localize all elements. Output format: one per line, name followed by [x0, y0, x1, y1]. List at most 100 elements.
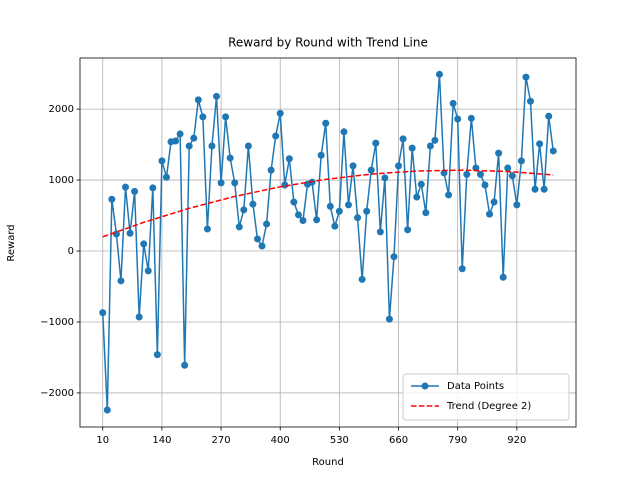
data-point: [181, 361, 189, 369]
y-tick-label: 0: [68, 246, 74, 257]
data-point: [122, 183, 130, 191]
data-point: [367, 166, 375, 174]
data-point: [499, 273, 507, 281]
x-tick-label: 790: [448, 435, 467, 446]
y-tick-label: −2000: [40, 388, 74, 399]
data-point: [213, 92, 221, 100]
data-point: [426, 142, 434, 150]
data-point: [235, 223, 243, 231]
data-point: [263, 220, 271, 228]
legend-label: Data Points: [447, 381, 504, 392]
data-point: [244, 142, 252, 150]
data-point: [108, 195, 116, 203]
x-tick-label: 920: [507, 435, 526, 446]
data-point: [117, 277, 125, 285]
data-point: [317, 151, 325, 159]
data-point: [144, 267, 152, 275]
data-point: [481, 181, 489, 189]
legend-label: Trend (Degree 2): [446, 401, 531, 412]
data-point: [199, 113, 207, 121]
x-tick-label: 270: [212, 435, 231, 446]
data-point: [185, 142, 193, 150]
axes-frame: [79, 57, 577, 428]
data-point: [490, 198, 498, 206]
data-point: [513, 201, 521, 209]
data-point: [522, 73, 530, 81]
data-point: [272, 132, 280, 140]
data-point: [435, 70, 443, 78]
data-point: [176, 130, 184, 138]
data-point: [545, 112, 553, 120]
data-point: [158, 157, 166, 165]
data-point: [267, 166, 275, 174]
data-point: [476, 170, 484, 178]
data-point: [408, 144, 416, 152]
data-point: [495, 149, 503, 157]
data-point: [449, 99, 457, 107]
chart-title: Reward by Round with Trend Line: [228, 36, 428, 50]
y-tick-label: 1000: [49, 175, 74, 186]
data-point: [331, 222, 339, 230]
data-point: [294, 211, 302, 219]
data-point: [458, 265, 466, 273]
data-point: [395, 162, 403, 170]
data-point: [463, 170, 471, 178]
data-point: [486, 210, 494, 218]
data-point: [354, 214, 362, 222]
data-point: [372, 139, 380, 147]
data-point: [208, 142, 216, 150]
x-tick-label: 530: [330, 435, 349, 446]
x-axis-label: Round: [312, 457, 344, 468]
data-point: [281, 181, 289, 189]
data-point: [454, 115, 462, 123]
data-point: [313, 216, 321, 224]
data-point: [231, 179, 239, 187]
data-point: [381, 174, 389, 182]
data-point: [390, 253, 398, 261]
data-point: [349, 162, 357, 170]
data-point: [445, 191, 453, 199]
y-tick-label: −1000: [40, 317, 74, 328]
data-point: [344, 201, 352, 209]
data-point: [226, 154, 234, 162]
x-tick-label: 140: [152, 435, 171, 446]
data-point: [508, 172, 516, 180]
data-point: [504, 164, 512, 172]
data-point: [417, 180, 425, 188]
data-point: [162, 173, 170, 181]
data-point: [531, 185, 539, 193]
data-point: [276, 109, 284, 117]
data-point: [326, 202, 334, 210]
data-point: [217, 179, 225, 187]
data-point: [194, 96, 202, 104]
y-tick-label: 2000: [49, 104, 74, 115]
data-point: [253, 235, 261, 243]
data-point: [149, 184, 157, 192]
data-point: [422, 209, 430, 217]
data-point: [536, 140, 544, 148]
data-point: [340, 128, 348, 136]
data-point: [526, 97, 534, 105]
legend-marker: [421, 382, 429, 390]
data-point: [404, 226, 412, 234]
data-point: [399, 135, 407, 143]
data-point: [376, 228, 384, 236]
data-point: [258, 242, 266, 250]
data-point: [172, 137, 180, 145]
data-point: [322, 119, 330, 127]
data-point: [99, 309, 107, 317]
data-point: [240, 206, 248, 214]
data-point: [385, 315, 393, 323]
data-point: [540, 185, 548, 193]
data-point: [131, 187, 139, 195]
legend-box: [402, 373, 570, 421]
series-line: [102, 169, 554, 238]
x-tick-label: 10: [96, 435, 109, 446]
data-point: [222, 113, 230, 121]
data-point: [249, 200, 257, 208]
data-point: [126, 229, 134, 237]
data-point: [285, 155, 293, 163]
x-tick-label: 400: [271, 435, 290, 446]
